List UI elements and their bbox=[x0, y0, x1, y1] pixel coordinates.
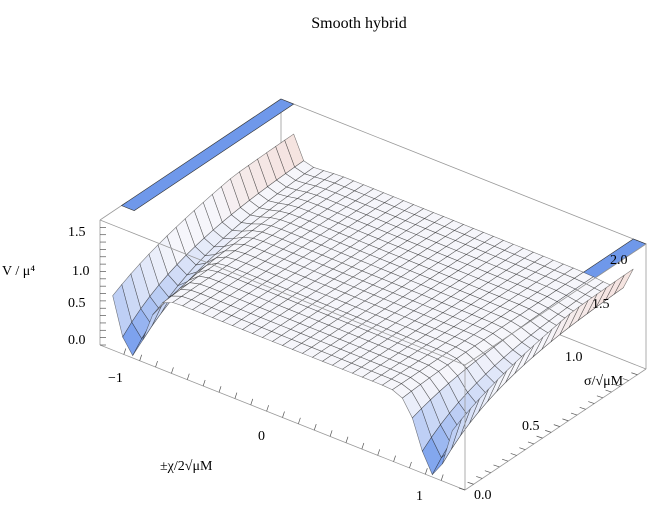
left-plateau bbox=[120, 98, 295, 211]
y-tick-mark bbox=[545, 430, 552, 433]
box-edge bbox=[99, 219, 466, 366]
y-tick-mark bbox=[467, 481, 474, 485]
y-tick-label: 2.0 bbox=[610, 253, 628, 268]
x-tick-mark bbox=[139, 354, 143, 361]
y-tick-mark bbox=[493, 464, 500, 468]
box-edge bbox=[280, 98, 647, 245]
x-tick-mark bbox=[202, 379, 206, 387]
x-tick-label: 1 bbox=[416, 489, 423, 504]
y-tick-mark bbox=[536, 435, 543, 439]
y-axis-ticks: 0.0 0.5 1.0 1.5 2.0 bbox=[474, 253, 628, 503]
z-tick-label: 0.5 bbox=[68, 296, 86, 311]
z-tick-label: 0.0 bbox=[68, 333, 86, 348]
z-tick-label: 1.0 bbox=[72, 264, 90, 279]
x-tick-mark bbox=[393, 455, 396, 462]
x-axis-label: ±χ/2√μM bbox=[160, 459, 213, 474]
y-tick-mark bbox=[476, 476, 483, 479]
y-tick-mark bbox=[458, 487, 466, 491]
x-tick-mark bbox=[266, 405, 269, 412]
x-tick-mark bbox=[123, 348, 127, 355]
y-tick-label: 0.5 bbox=[522, 419, 540, 434]
surface-mesh bbox=[112, 133, 634, 476]
x-tick-mark bbox=[218, 386, 222, 393]
box-edge bbox=[464, 243, 647, 366]
y-tick-label: 1.5 bbox=[592, 297, 610, 312]
y-tick-mark bbox=[553, 424, 560, 427]
y-tick-mark bbox=[579, 407, 586, 410]
x-tick-mark bbox=[361, 442, 365, 450]
x-tick-mark bbox=[282, 411, 285, 418]
y-tick-mark bbox=[605, 389, 612, 393]
x-tick-mark bbox=[298, 417, 301, 424]
z-tick-label: 1.5 bbox=[68, 225, 86, 240]
y-tick-mark bbox=[588, 401, 595, 404]
y-tick-mark bbox=[570, 412, 578, 416]
x-tick-mark bbox=[377, 449, 381, 456]
x-tick-mark bbox=[155, 360, 158, 368]
y-tick-mark bbox=[501, 458, 509, 462]
y-tick-mark bbox=[622, 378, 629, 381]
x-tick-mark bbox=[424, 468, 428, 475]
y-tick-mark bbox=[510, 453, 517, 456]
chart-title: Smooth hybrid bbox=[311, 15, 407, 32]
x-tick-mark bbox=[409, 461, 412, 469]
x-tick-mark bbox=[313, 423, 317, 431]
x-tick-mark bbox=[234, 392, 238, 399]
x-tick-label: −1 bbox=[108, 371, 123, 386]
box-edge bbox=[464, 368, 647, 491]
y-tick-mark bbox=[519, 447, 526, 450]
y-tick-mark bbox=[631, 372, 638, 376]
x-tick-mark bbox=[186, 373, 190, 380]
y-axis-label: σ/√μM bbox=[584, 374, 624, 389]
x-tick-mark bbox=[250, 398, 254, 406]
y-tick-mark bbox=[614, 383, 621, 387]
x-tick-label: 0 bbox=[258, 429, 265, 444]
y-tick-mark bbox=[484, 470, 491, 474]
surface-patch bbox=[442, 419, 462, 465]
y-tick-mark bbox=[596, 395, 604, 399]
x-tick-mark bbox=[345, 436, 349, 443]
bounding-box-front bbox=[99, 219, 647, 491]
y-tick-mark bbox=[562, 418, 569, 422]
y-tick-label: 1.0 bbox=[565, 350, 583, 365]
z-axis-ticks: 1.5 0.5 0.0 bbox=[68, 225, 86, 348]
y-tick-label: 0.0 bbox=[474, 488, 492, 503]
x-tick-mark bbox=[440, 474, 444, 481]
x-axis-ticks: −1 0 1 bbox=[108, 371, 423, 504]
x-tick-mark bbox=[329, 430, 333, 437]
z-axis-label: V / μ⁴ bbox=[2, 264, 35, 279]
y-tick-mark bbox=[527, 441, 535, 445]
x-tick-mark bbox=[171, 367, 174, 374]
